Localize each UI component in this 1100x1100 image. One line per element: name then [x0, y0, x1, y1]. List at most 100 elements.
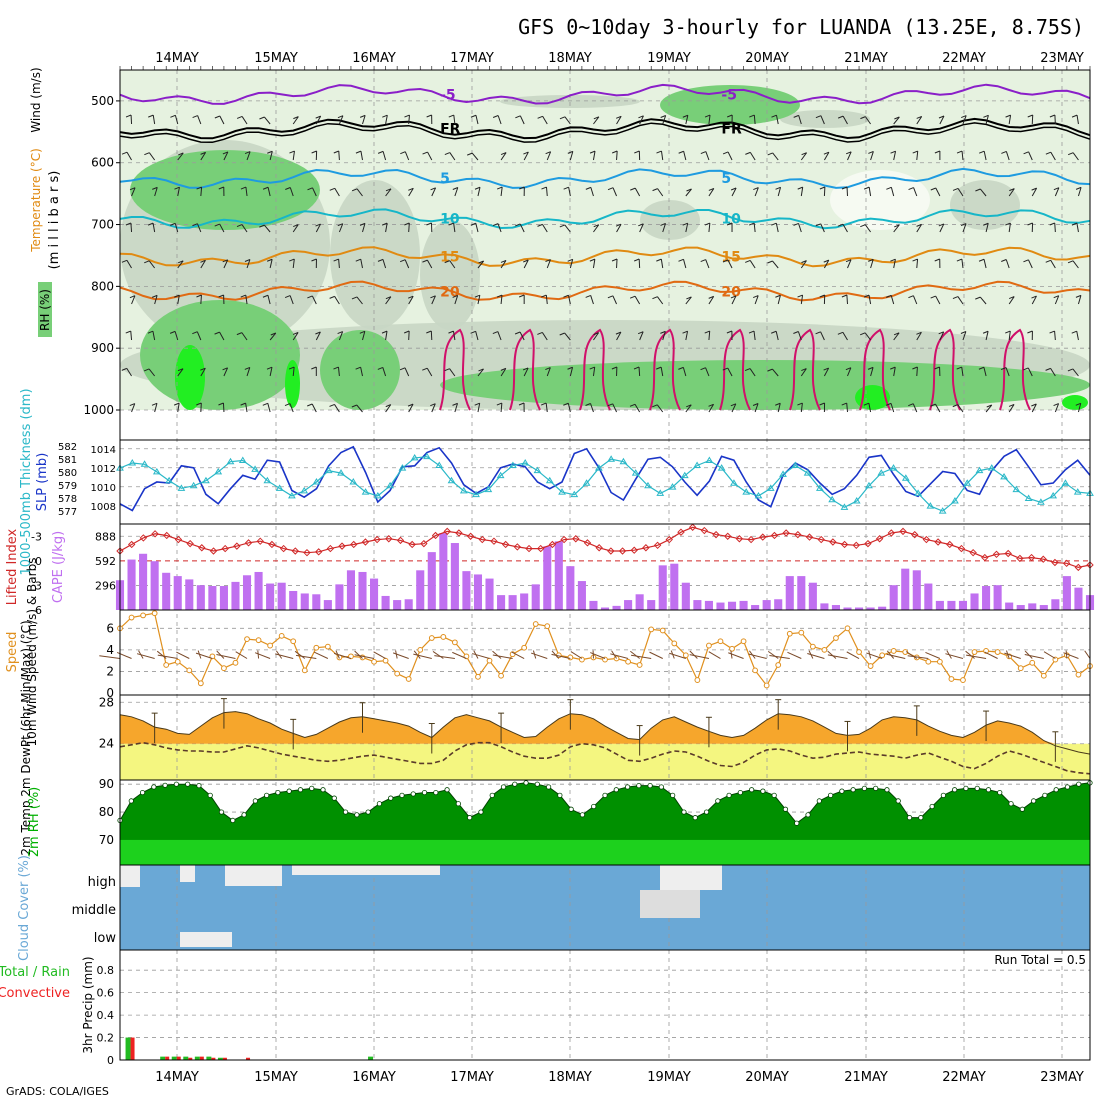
wind-tick-label: 4	[106, 643, 114, 657]
wind-barb	[404, 151, 410, 161]
lifted-index-point	[233, 542, 241, 550]
wind-barb	[916, 115, 922, 119]
wind-barb	[546, 151, 552, 161]
wind-speed-point	[636, 662, 643, 668]
wind-barb	[935, 187, 941, 197]
thickness-point	[680, 471, 689, 479]
lifted-index-point	[899, 527, 907, 536]
wind-barb	[1071, 114, 1078, 118]
wind-barb	[1045, 151, 1052, 155]
wind-barb	[311, 258, 317, 262]
wind-barb	[639, 115, 644, 125]
wind-barb	[615, 331, 622, 335]
wind-barb	[1027, 330, 1033, 334]
wind-barb	[130, 330, 133, 341]
wind-barb	[152, 115, 156, 125]
wind-barb	[148, 114, 154, 118]
wind-barb	[1009, 188, 1015, 192]
thickness-point	[914, 489, 922, 496]
wind-barb	[131, 295, 136, 305]
wind-barb	[542, 224, 548, 233]
thickness-point	[410, 453, 419, 461]
precip-run-total: Run Total = 0.5	[994, 953, 1086, 967]
wind-barb	[935, 295, 941, 305]
chart-title: GFS 0~10day 3-hourly for LUANDA (13.25E,…	[518, 15, 1084, 39]
wind-barb	[292, 331, 299, 335]
wind-barb	[218, 294, 224, 298]
wind-barb	[157, 654, 178, 659]
slp-y-label: SLP (mb)	[35, 453, 50, 512]
cape-bar	[647, 600, 656, 610]
precip-total-bar	[160, 1056, 166, 1060]
wind-barb	[630, 650, 640, 659]
temp-contour-label: 15	[721, 250, 740, 266]
wind-barb	[916, 224, 922, 233]
lifted-index-point	[537, 544, 545, 553]
thickness-point	[324, 466, 333, 474]
wind-barb	[422, 259, 428, 263]
wind-barb	[289, 150, 295, 154]
wind-speed-point	[475, 673, 481, 680]
wind-barb	[292, 366, 295, 377]
lifted-index-point	[677, 528, 685, 536]
wind-barb	[404, 367, 410, 377]
wind-barb	[893, 224, 900, 233]
wind-barb	[195, 652, 213, 659]
lifted-tick-label: 6	[35, 604, 42, 617]
wind-barb	[938, 223, 945, 227]
thickness-point	[840, 503, 849, 510]
wind-barb	[408, 295, 414, 299]
wind-barb	[585, 186, 592, 190]
wind-barb	[870, 367, 874, 377]
thickness-point	[926, 502, 935, 509]
wind-barb	[381, 330, 388, 334]
wind-barb	[801, 368, 807, 372]
wind-barb	[174, 294, 180, 298]
thickness-point	[337, 469, 345, 476]
wind-barb	[545, 151, 551, 155]
wind-barb	[454, 295, 459, 305]
lifted-index-point	[209, 547, 218, 555]
temp-contour-line	[649, 328, 681, 411]
lifted-index-point	[139, 534, 148, 542]
wind-barb	[218, 186, 224, 190]
wind-barb	[1076, 223, 1079, 233]
wind-barb	[147, 222, 154, 226]
wind-barb	[266, 366, 273, 370]
wind-speed-point	[151, 610, 158, 617]
wind-barb	[885, 402, 892, 406]
rh2m-point	[1008, 801, 1014, 807]
slp-tick-label: 1012	[91, 464, 116, 475]
thickness-point	[202, 476, 210, 484]
wind-barb	[815, 223, 821, 227]
wind-barb	[744, 368, 751, 372]
wind-barb	[726, 222, 733, 226]
wind-barb	[1008, 188, 1015, 197]
wind-barb	[767, 152, 773, 156]
wind-barb	[169, 330, 176, 334]
wind-barb	[865, 116, 872, 125]
wind-barb	[704, 114, 711, 118]
wind-barb	[669, 652, 686, 659]
wind-barb	[793, 222, 799, 226]
wind-barb	[214, 331, 220, 335]
thickness-tick-label: 579	[58, 481, 77, 492]
thickness-point	[607, 455, 616, 462]
wind-barb	[894, 116, 900, 120]
precip-tick-label: 0.8	[97, 964, 115, 977]
wind-barb	[407, 403, 414, 407]
wind-speed-point	[244, 636, 250, 643]
temp-contour-label: -5	[721, 88, 737, 104]
wind-speed-point	[579, 656, 585, 663]
rh2m-point	[139, 789, 146, 796]
wind-barb	[523, 367, 529, 377]
wind-barb	[354, 650, 363, 659]
wind-speed-point	[833, 635, 839, 641]
wind-barb	[564, 116, 571, 125]
cape-bar	[393, 600, 402, 610]
wind-barb	[477, 260, 485, 269]
cape-bar	[370, 578, 379, 610]
wind-barb	[246, 367, 251, 377]
wind-barb	[980, 188, 987, 197]
precip-convective-bar	[211, 1057, 216, 1060]
